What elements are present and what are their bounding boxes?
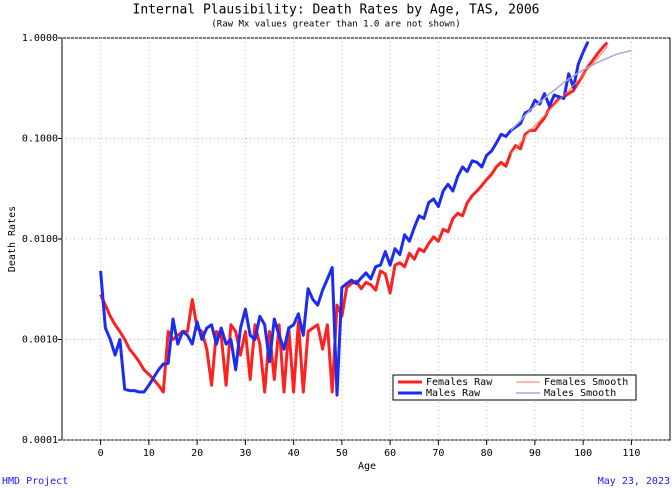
x-tick-label: 20	[191, 448, 203, 459]
y-axis-label: Death Rates	[7, 206, 18, 272]
x-tick-label: 110	[622, 448, 640, 459]
chart-title: Internal Plausibility: Death Rates by Ag…	[133, 3, 540, 18]
legend-label: Males Raw	[426, 388, 481, 399]
series-line	[99, 40, 590, 397]
y-tick-label: 0.1000	[22, 134, 58, 145]
chart-subtitle: (Raw Mx values greater than 1.0 are not …	[211, 20, 460, 30]
y-tick-label: 0.0010	[22, 335, 58, 346]
x-tick-label: 0	[98, 448, 104, 459]
footer-right: May 23, 2023	[598, 476, 670, 487]
y-tick-label: 0.0100	[22, 234, 58, 245]
x-tick-label: 70	[432, 448, 444, 459]
y-tick-label: 0.0001	[22, 435, 58, 446]
series-line	[510, 49, 632, 132]
legend-box	[392, 374, 637, 401]
x-tick-label: 50	[336, 448, 348, 459]
legend-label: Females Raw	[426, 377, 493, 388]
legend-label: Females Smooth	[544, 377, 628, 388]
x-tick-label: 10	[143, 448, 155, 459]
x-tick-label: 100	[574, 448, 592, 459]
x-tick-label: 30	[239, 448, 251, 459]
footer-left: HMD Project	[2, 476, 68, 487]
x-tick-label: 90	[529, 448, 541, 459]
x-tick-label: 80	[481, 448, 493, 459]
x-axis-label: Age	[358, 461, 376, 472]
legend-label: Males Smooth	[544, 388, 616, 399]
x-tick-label: 60	[384, 448, 396, 459]
x-tick-label: 40	[288, 448, 300, 459]
y-tick-label: 1.0000	[22, 33, 58, 44]
